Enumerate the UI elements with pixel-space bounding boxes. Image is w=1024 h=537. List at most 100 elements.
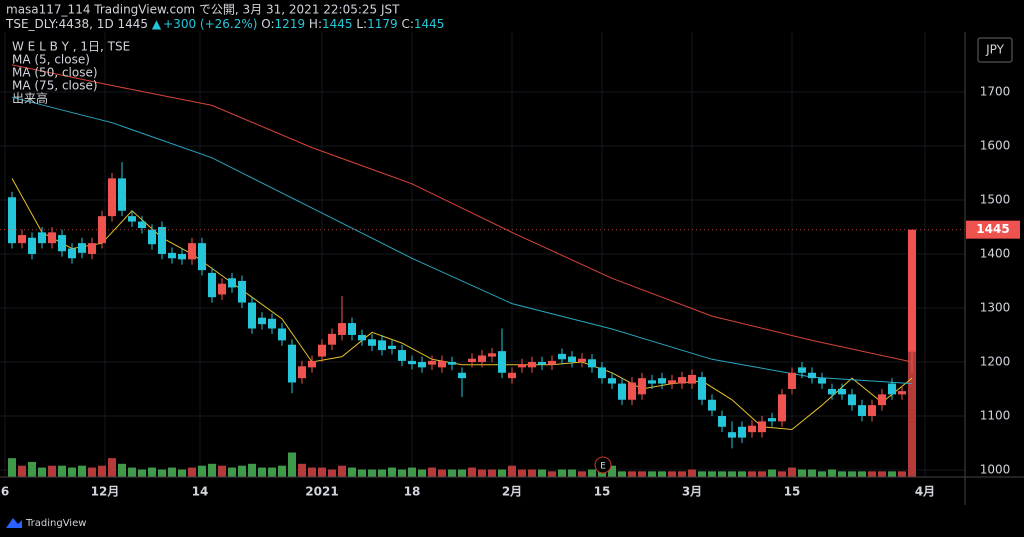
candle-body <box>778 394 786 422</box>
candle-body <box>908 229 916 352</box>
candle-body <box>248 302 256 329</box>
currency: JPY <box>985 43 1005 57</box>
x-tick-label: 2021 <box>305 485 338 499</box>
h-value: 1445 <box>322 17 353 31</box>
volume-bar <box>608 465 616 477</box>
volume-bar <box>328 469 336 477</box>
volume-bar <box>668 471 676 477</box>
volume-bar <box>858 471 866 477</box>
volume-bar <box>388 467 396 477</box>
x-tick-label: 15 <box>594 485 611 499</box>
candle-body <box>818 378 826 384</box>
candle-body <box>438 360 446 368</box>
volume-bar <box>208 463 216 477</box>
legend-ma50: MA (50, close) <box>12 66 98 80</box>
y-tick-label: 1400 <box>980 246 1011 260</box>
volume-bar <box>438 469 446 477</box>
c-value: 1445 <box>414 17 445 31</box>
candle-body <box>48 232 56 244</box>
volume-bar <box>358 469 366 477</box>
candle-body <box>508 372 516 379</box>
volume-bar <box>178 469 186 477</box>
y-tick-label: 1100 <box>980 408 1011 422</box>
volume-bar <box>218 465 226 477</box>
volume-bar <box>198 465 206 477</box>
candle-body <box>528 361 536 368</box>
candle-body <box>878 394 886 406</box>
volume-bar <box>288 452 296 477</box>
candle-body <box>228 278 236 288</box>
candle-body <box>748 425 756 433</box>
volume-bar <box>188 467 196 477</box>
candle-body <box>88 243 96 254</box>
last-price-box <box>966 220 1020 239</box>
candle-body <box>658 378 666 384</box>
candle-body <box>208 272 216 298</box>
candle-body <box>788 372 796 389</box>
candle-body <box>378 340 386 351</box>
candle-body <box>198 243 206 271</box>
candle-body <box>238 280 246 303</box>
volume-bar <box>718 471 726 477</box>
x-tick-label: 4月 <box>915 485 935 499</box>
candle-body <box>478 355 486 362</box>
volume-bar <box>628 471 636 477</box>
candle-body <box>768 418 776 422</box>
candle-body <box>678 377 686 384</box>
event-marker[interactable] <box>594 456 612 474</box>
o-value: 1219 <box>275 17 306 31</box>
candle-body <box>618 383 626 400</box>
logo <box>6 518 22 528</box>
candle-body <box>738 426 746 438</box>
candle-body <box>278 328 286 341</box>
candle-body <box>568 356 576 362</box>
candle-body <box>538 361 546 365</box>
y-tick-label: 1000 <box>980 462 1011 476</box>
volume-bar <box>888 471 896 477</box>
candle-body <box>148 229 156 245</box>
volume-bar <box>758 471 766 477</box>
legend-title: W E L B Y , 1日, TSE <box>12 40 130 54</box>
ma-line <box>11 96 913 385</box>
candle-body <box>258 317 266 325</box>
candle-body <box>518 364 526 368</box>
candle-body <box>298 366 306 379</box>
x-tick-label: 12月 <box>91 485 120 499</box>
volume-bar <box>818 471 826 477</box>
candle-body <box>868 405 876 416</box>
volume-bar <box>308 467 316 477</box>
candle-body <box>828 388 836 395</box>
candle-body <box>468 358 476 362</box>
candle-body <box>668 380 676 384</box>
volume-bar <box>298 463 306 477</box>
volume-bar <box>488 469 496 477</box>
volume-bar <box>748 471 756 477</box>
volume-bar <box>518 469 526 477</box>
ma-line <box>11 64 913 363</box>
volume-bar <box>478 469 486 477</box>
candle-body <box>838 388 846 395</box>
candle-body <box>548 360 556 365</box>
candle-body <box>318 344 326 357</box>
c-label: C: <box>401 17 413 31</box>
volume-bar <box>88 467 96 477</box>
candle-body <box>718 415 726 427</box>
candle-body <box>308 360 316 368</box>
y-tick-label: 1300 <box>980 300 1011 314</box>
volume-bar <box>788 467 796 477</box>
y-tick-label: 1500 <box>980 192 1011 206</box>
candle-body <box>808 372 816 379</box>
legend-ma75: MA (75, close) <box>12 79 98 93</box>
volume-bar <box>238 465 246 477</box>
event-label: E <box>600 462 606 472</box>
volume-bar <box>338 465 346 477</box>
candle-body <box>188 243 196 260</box>
candle-body <box>408 360 416 365</box>
symbol-line: TSE_DLY:4438, 1D 1445 ▲ +300 (+26.2%) O:1… <box>5 17 444 31</box>
candle-body <box>28 237 36 254</box>
volume-bar <box>158 469 166 477</box>
volume-bar <box>418 469 426 477</box>
candle-body <box>68 248 76 259</box>
x-tick-label: 6 <box>1 485 9 499</box>
candle-body <box>18 235 26 244</box>
